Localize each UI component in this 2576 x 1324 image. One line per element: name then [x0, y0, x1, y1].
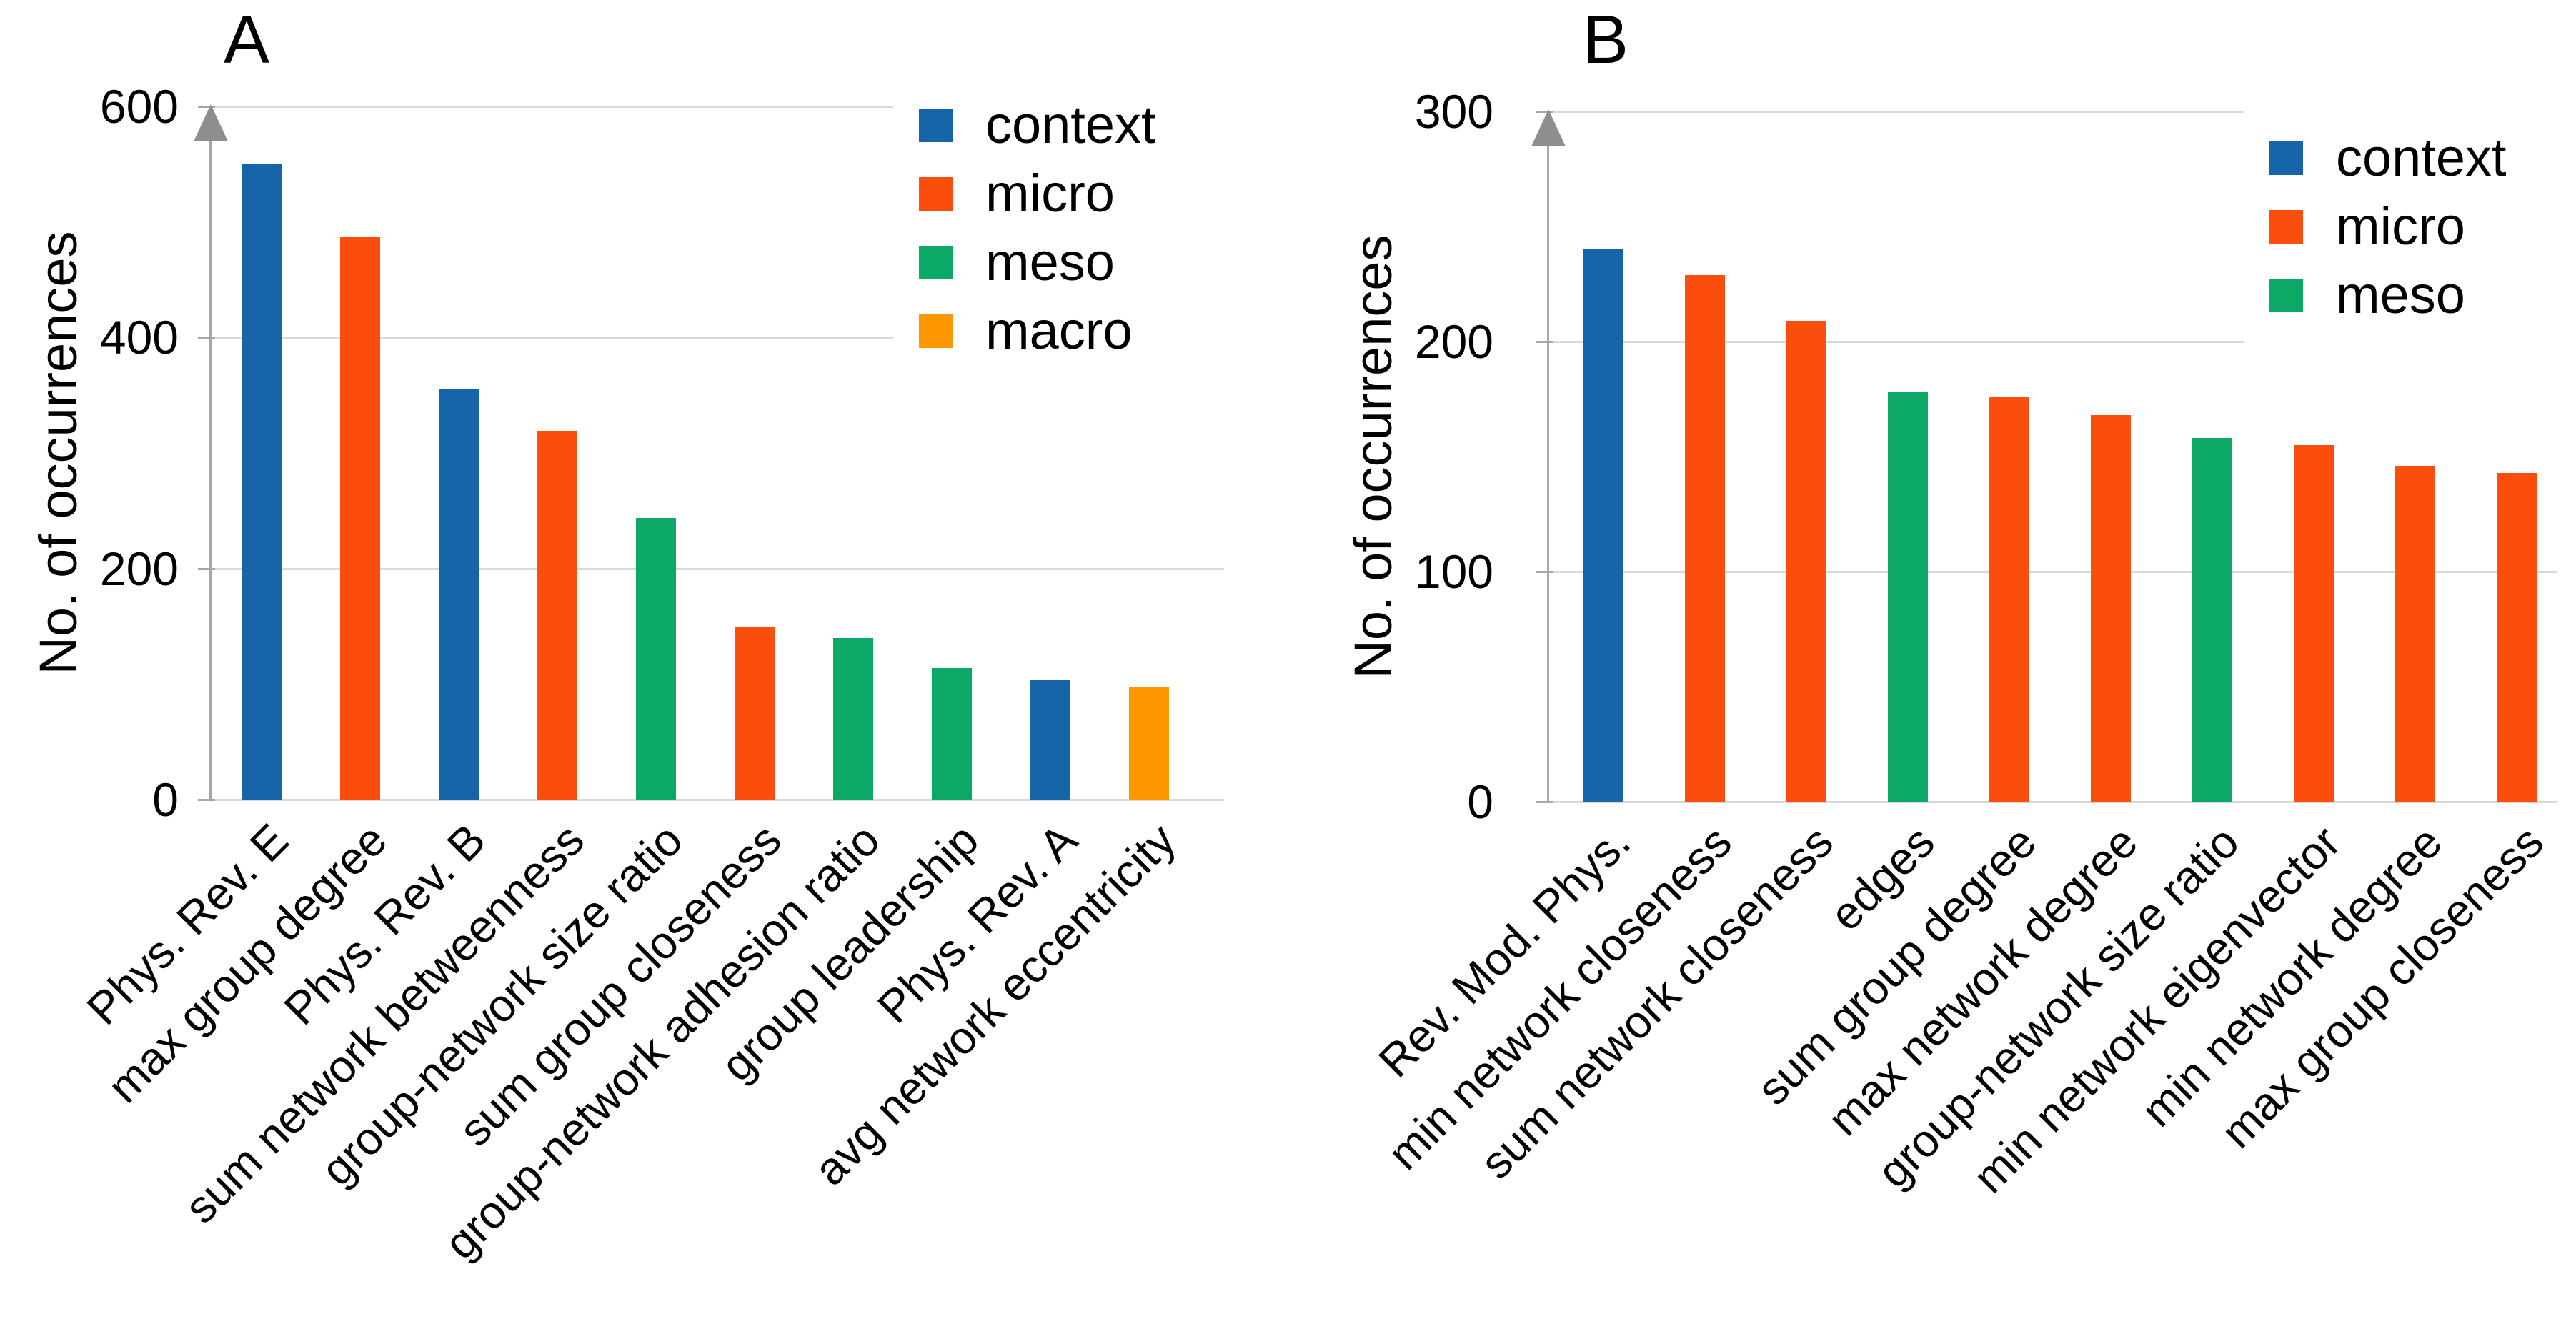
- legend-label: micro: [2336, 196, 2465, 256]
- legend-swatch: [2269, 141, 2303, 175]
- gridline: [211, 106, 893, 108]
- bar: [1685, 274, 1725, 802]
- bar: [2091, 415, 2131, 802]
- bar: [2192, 438, 2232, 802]
- bar: [2395, 465, 2435, 802]
- legend-item: macro: [919, 297, 1224, 365]
- legend-item: context: [2269, 124, 2557, 192]
- legend-label: context: [985, 95, 1156, 154]
- bar: [2294, 444, 2334, 802]
- y-tick-label: 400: [99, 311, 179, 364]
- y-axis-arrow-icon: [194, 104, 228, 141]
- y-tick-label: 300: [1414, 85, 1493, 138]
- y-tick-label: 200: [99, 542, 179, 595]
- legend-label: macro: [985, 301, 1133, 360]
- legend: context micro meso: [2244, 115, 2557, 339]
- axis-tick: [1536, 341, 1553, 343]
- legend-item: meso: [919, 228, 1224, 297]
- y-axis-line: [209, 126, 212, 800]
- legend-swatch: [919, 176, 953, 211]
- bar: [1888, 392, 1928, 802]
- plot-area: Rev. Mod. Phys. min network closeness sum …: [1368, 109, 2557, 1203]
- panel-b: B No. of occurrences 300 200 100 0 Rev. Mod…: [1315, 0, 2576, 1324]
- y-axis-arrow-icon: [1531, 109, 1566, 146]
- bar: [1989, 397, 2029, 802]
- bar: [735, 627, 775, 800]
- bar: [537, 431, 577, 800]
- bar: [2497, 472, 2537, 802]
- gridline: [211, 799, 1224, 801]
- bar: [242, 164, 282, 800]
- axis-tick: [198, 567, 215, 570]
- legend-item: micro: [919, 159, 1224, 228]
- bar: [1583, 249, 1623, 802]
- bar: [1129, 686, 1169, 800]
- legend-swatch: [2269, 209, 2303, 244]
- y-tick-label: 0: [152, 773, 179, 826]
- legend-label: meso: [2336, 265, 2465, 324]
- panel-a-title: A: [223, 1, 270, 78]
- legend: context micro meso macro: [893, 82, 1224, 375]
- y-tick-label: 0: [1467, 775, 1493, 828]
- y-axis-title: No. of occurrences: [1343, 234, 1403, 679]
- axis-tick: [1536, 801, 1553, 803]
- bar: [439, 389, 479, 800]
- y-axis-line: [1547, 131, 1549, 802]
- axis-tick: [198, 799, 215, 801]
- bar: [932, 667, 972, 800]
- legend-item: meso: [2269, 261, 2557, 329]
- bar: [1786, 321, 1826, 802]
- gridline: [1548, 111, 2244, 113]
- axis-tick: [198, 337, 215, 339]
- legend-label: context: [2336, 128, 2507, 187]
- y-tick-label: 100: [1414, 545, 1493, 598]
- gridline: [1548, 571, 2557, 573]
- gridline: [211, 337, 893, 339]
- panel-b-title: B: [1582, 1, 1629, 78]
- y-tick-label: 200: [1414, 315, 1493, 368]
- legend-item: context: [919, 91, 1224, 159]
- legend-swatch: [919, 314, 953, 348]
- legend-label: meso: [985, 232, 1115, 292]
- bar: [1030, 679, 1070, 800]
- bar: [340, 237, 380, 800]
- y-axis-title: No. of occurrences: [29, 231, 88, 675]
- gridline: [1548, 341, 2244, 343]
- axis-tick: [1536, 571, 1553, 573]
- legend-swatch: [919, 108, 953, 142]
- bar: [833, 637, 873, 800]
- legend-swatch: [919, 245, 953, 279]
- legend-swatch: [2269, 278, 2303, 312]
- gridline: [1548, 801, 2557, 803]
- bar: [636, 517, 676, 800]
- y-tick-label: 600: [99, 80, 179, 133]
- panel-a: A No. of occurrences 600 400 200 0 Phys. Re…: [0, 0, 1286, 1324]
- legend-item: micro: [2269, 192, 2557, 261]
- legend-label: micro: [985, 164, 1115, 223]
- gridline: [211, 567, 1224, 570]
